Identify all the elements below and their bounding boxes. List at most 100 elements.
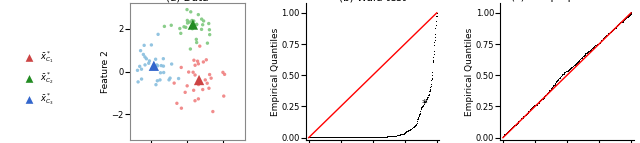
Point [165, 77, 175, 79]
Point [202, 82, 212, 84]
Point [182, 19, 193, 22]
Point [133, 81, 143, 83]
Point [195, 45, 205, 47]
Point [166, 24, 177, 26]
Point [189, 20, 199, 22]
Point [140, 64, 150, 66]
Point [179, 26, 189, 28]
Point [143, 62, 154, 64]
Point [156, 64, 166, 67]
Point [136, 49, 146, 52]
Point [166, 63, 177, 65]
Point [204, 87, 214, 89]
Point [150, 58, 161, 60]
Point [191, 41, 202, 44]
Point [151, 84, 161, 86]
Title: (a) Data: (a) Data [166, 0, 209, 2]
Point [198, 20, 209, 22]
Point [158, 65, 168, 67]
Title: (b) Wald test: (b) Wald test [339, 0, 406, 2]
Point [176, 107, 186, 109]
Point [144, 60, 154, 62]
Point [190, 74, 200, 76]
Point [193, 13, 204, 16]
Point [152, 65, 163, 67]
Point [205, 33, 215, 36]
Point [185, 48, 195, 50]
Y-axis label: Empirical Quantiles: Empirical Quantiles [465, 27, 474, 116]
Point [198, 61, 209, 63]
Point [169, 82, 179, 84]
Y-axis label: Feature 2: Feature 2 [100, 50, 109, 93]
Point [164, 79, 174, 81]
Point [191, 23, 202, 26]
Y-axis label: Empirical Quantiles: Empirical Quantiles [271, 27, 280, 116]
Point [172, 102, 182, 104]
Point [156, 72, 166, 74]
Point [201, 59, 211, 61]
Point [188, 71, 198, 73]
Point [140, 56, 150, 58]
Point [182, 85, 192, 87]
Point [139, 44, 149, 46]
Point [175, 27, 185, 30]
Point [158, 58, 168, 60]
Point [208, 110, 218, 113]
Point [176, 66, 186, 69]
Point [193, 60, 203, 62]
Point [193, 83, 204, 86]
Point [153, 33, 163, 35]
Title: (c) Our proposed test: (c) Our proposed test [511, 0, 623, 2]
Point [219, 95, 229, 97]
Point [200, 79, 211, 81]
Point [136, 68, 147, 70]
Point [187, 19, 197, 22]
Point [180, 91, 190, 94]
Text: *: * [421, 99, 427, 109]
Point [198, 24, 208, 26]
Point [218, 71, 228, 74]
Point [190, 100, 200, 102]
Point [184, 21, 195, 23]
Point [152, 64, 162, 66]
Point [148, 65, 159, 67]
Point [196, 18, 207, 20]
Point [152, 80, 163, 82]
Point [180, 26, 191, 28]
Point [159, 71, 169, 74]
Point [204, 29, 214, 31]
Point [136, 78, 147, 80]
Point [189, 59, 199, 61]
Point [173, 77, 184, 80]
Point [186, 11, 196, 13]
Point [190, 64, 200, 66]
Point [205, 73, 215, 76]
Point [138, 53, 148, 56]
Point [204, 22, 214, 25]
Point [193, 98, 204, 100]
Point [202, 42, 212, 44]
Point [206, 77, 216, 79]
Point [184, 71, 194, 73]
Point [159, 25, 170, 28]
Point [220, 73, 230, 76]
Point [198, 88, 208, 91]
Point [189, 89, 199, 91]
Point [182, 22, 193, 24]
Point [141, 58, 152, 60]
Point [191, 23, 202, 25]
Point [134, 65, 145, 67]
Point [193, 63, 204, 65]
Point [147, 44, 157, 46]
Point [194, 79, 204, 81]
Point [188, 23, 198, 26]
Point [132, 69, 143, 72]
Point [175, 32, 186, 34]
Point [196, 28, 207, 30]
Point [188, 28, 198, 30]
Legend: $\bar{x}^*_{C_1}$, $\bar{x}^*_{C_2}$, $\bar{x}^*_{C_3}$: $\bar{x}^*_{C_1}$, $\bar{x}^*_{C_2}$, $\… [21, 49, 54, 107]
Point [191, 38, 202, 40]
Point [189, 0, 199, 1]
Point [155, 79, 165, 81]
Point [182, 8, 192, 11]
